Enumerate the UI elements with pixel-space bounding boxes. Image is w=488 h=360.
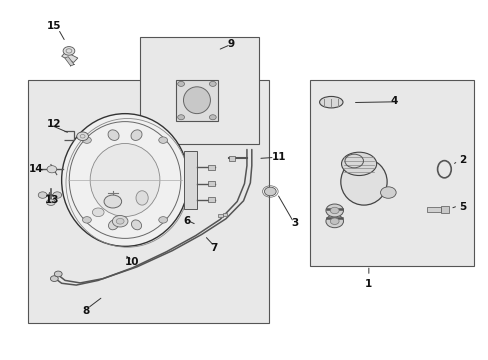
- Text: 12: 12: [47, 120, 61, 129]
- Bar: [207, 165, 215, 170]
- Circle shape: [177, 115, 184, 120]
- Ellipse shape: [131, 130, 142, 140]
- Circle shape: [159, 217, 167, 223]
- Ellipse shape: [108, 130, 119, 140]
- Ellipse shape: [341, 152, 376, 176]
- Bar: [217, 215, 222, 217]
- Circle shape: [380, 187, 395, 198]
- Circle shape: [325, 204, 343, 217]
- Bar: [207, 181, 215, 186]
- Text: 5: 5: [458, 202, 466, 212]
- Ellipse shape: [61, 114, 188, 246]
- Text: 10: 10: [125, 257, 139, 267]
- Ellipse shape: [131, 220, 141, 230]
- Text: 11: 11: [271, 152, 285, 162]
- Ellipse shape: [90, 144, 160, 216]
- Circle shape: [82, 137, 91, 143]
- Text: 7: 7: [210, 243, 217, 253]
- Bar: [61, 52, 78, 62]
- Circle shape: [159, 137, 167, 143]
- FancyArrow shape: [65, 57, 74, 66]
- Text: 13: 13: [44, 195, 59, 205]
- Circle shape: [63, 46, 75, 55]
- Text: 15: 15: [47, 21, 61, 31]
- Ellipse shape: [340, 158, 386, 205]
- Text: 14: 14: [29, 164, 43, 174]
- Circle shape: [264, 187, 276, 196]
- Ellipse shape: [319, 96, 342, 108]
- Circle shape: [82, 217, 91, 223]
- Circle shape: [209, 81, 216, 86]
- Circle shape: [112, 216, 128, 227]
- Circle shape: [177, 81, 184, 86]
- Text: 9: 9: [227, 39, 234, 49]
- Circle shape: [46, 199, 55, 206]
- Bar: [207, 197, 215, 202]
- Circle shape: [92, 208, 104, 217]
- Circle shape: [330, 207, 338, 214]
- Bar: [27, 80, 268, 323]
- Circle shape: [116, 219, 124, 224]
- Ellipse shape: [108, 220, 118, 230]
- Bar: [228, 156, 235, 161]
- Bar: [427, 207, 440, 212]
- Circle shape: [53, 192, 61, 198]
- Text: 6: 6: [183, 216, 190, 226]
- Text: 8: 8: [82, 306, 89, 316]
- Bar: [176, 80, 217, 121]
- Circle shape: [54, 271, 62, 277]
- Circle shape: [325, 215, 343, 228]
- Bar: [310, 80, 473, 266]
- Circle shape: [104, 195, 122, 208]
- Bar: [183, 151, 197, 209]
- Circle shape: [209, 115, 216, 120]
- Circle shape: [38, 192, 47, 198]
- Ellipse shape: [136, 191, 148, 205]
- Circle shape: [330, 218, 338, 225]
- Text: 2: 2: [458, 155, 466, 165]
- Bar: [440, 206, 448, 213]
- Bar: [222, 213, 227, 216]
- Text: 4: 4: [390, 96, 397, 106]
- Bar: [140, 37, 259, 144]
- Text: 1: 1: [365, 279, 372, 289]
- Circle shape: [50, 276, 58, 282]
- Text: 3: 3: [290, 218, 298, 228]
- Ellipse shape: [183, 87, 210, 114]
- Circle shape: [47, 166, 57, 173]
- Circle shape: [77, 132, 88, 140]
